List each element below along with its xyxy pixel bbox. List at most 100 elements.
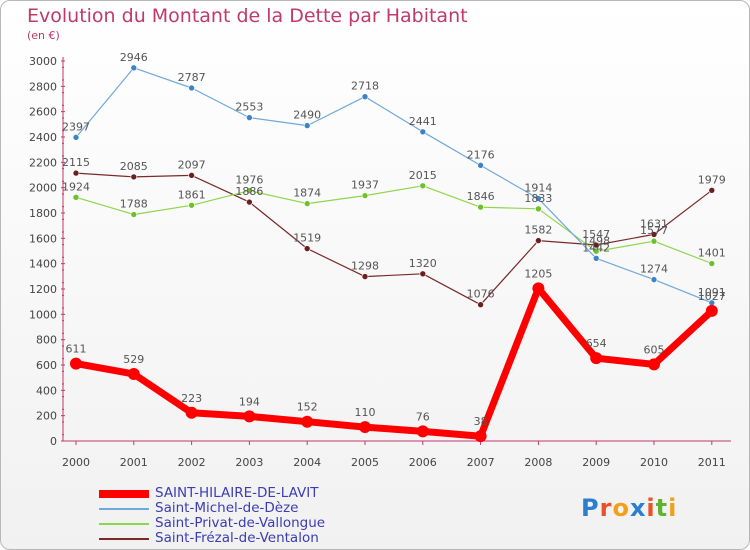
data-label-saint-hilaire-de-lavit: 194 bbox=[239, 395, 260, 408]
legend-swatch bbox=[99, 537, 149, 540]
data-point-saint-fr-zal-de-ventalon bbox=[188, 172, 195, 179]
data-point-saint-hilaire-de-lavit bbox=[70, 357, 82, 370]
data-label-saint-privat-de-vallongue: 1401 bbox=[698, 247, 726, 260]
data-label-saint-privat-de-vallongue: 1976 bbox=[235, 174, 263, 187]
data-point-saint-michel-de-d-ze bbox=[72, 134, 80, 141]
data-label-saint-hilaire-de-lavit: 223 bbox=[181, 392, 202, 405]
data-point-saint-privat-de-vallongue bbox=[130, 211, 138, 218]
series-line-saint-fr-zal-de-ventalon bbox=[75, 172, 713, 306]
legend-swatch bbox=[99, 522, 149, 525]
data-label-saint-fr-zal-de-ventalon: 2085 bbox=[120, 160, 148, 173]
data-point-saint-hilaire-de-lavit bbox=[243, 410, 256, 423]
x-tick-label: 2001 bbox=[120, 456, 148, 469]
data-label-saint-privat-de-vallongue: 1577 bbox=[640, 224, 668, 237]
data-label-saint-fr-zal-de-ventalon: 1582 bbox=[524, 224, 552, 237]
data-point-saint-fr-zal-de-ventalon bbox=[650, 231, 658, 238]
logo-letter: x bbox=[629, 494, 647, 522]
data-label-saint-hilaire-de-lavit: 611 bbox=[66, 343, 87, 356]
data-point-saint-michel-de-d-ze bbox=[361, 93, 369, 101]
data-label-saint-fr-zal-de-ventalon: 1519 bbox=[293, 232, 321, 245]
data-point-saint-fr-zal-de-ventalon bbox=[246, 198, 253, 206]
y-tick-label: 1400 bbox=[29, 258, 57, 271]
data-point-saint-privat-de-vallongue bbox=[188, 201, 195, 209]
data-point-saint-hilaire-de-lavit bbox=[301, 415, 314, 428]
y-minor-tick bbox=[62, 155, 64, 157]
data-label-saint-hilaire-de-lavit: 529 bbox=[123, 353, 144, 366]
y-tick-label: 3000 bbox=[29, 55, 57, 68]
y-minor-tick bbox=[62, 231, 64, 233]
legend-label: Saint-Michel-de-Dèze bbox=[155, 500, 299, 516]
data-label-saint-hilaire-de-lavit: 605 bbox=[644, 343, 665, 356]
logo-letter: r bbox=[599, 494, 613, 522]
y-minor-tick bbox=[62, 104, 64, 106]
y-tick-label: 1000 bbox=[29, 308, 57, 321]
data-point-saint-fr-zal-de-ventalon bbox=[535, 237, 542, 244]
data-label-saint-fr-zal-de-ventalon: 1979 bbox=[698, 173, 726, 186]
legend-item-saint-fr-zal-de-ventalon: Saint-Frézal-de-Ventalon bbox=[99, 531, 325, 546]
series-line-saint-hilaire-de-lavit bbox=[72, 284, 716, 440]
legend-label: Saint-Frézal-de-Ventalon bbox=[155, 530, 319, 546]
y-minor-tick bbox=[62, 244, 64, 246]
y-tick-label: 200 bbox=[36, 410, 57, 423]
data-label-saint-fr-zal-de-ventalon: 1076 bbox=[467, 288, 495, 301]
logo-letter: P bbox=[581, 494, 600, 522]
y-tick-label: 1800 bbox=[29, 207, 57, 220]
x-tick-label: 2003 bbox=[235, 456, 263, 469]
data-point-saint-hilaire-de-lavit bbox=[648, 358, 660, 371]
y-tick-label: 2200 bbox=[29, 156, 57, 169]
data-point-saint-privat-de-vallongue bbox=[650, 237, 658, 245]
data-point-saint-michel-de-d-ze bbox=[188, 84, 195, 92]
y-minor-tick bbox=[62, 193, 64, 195]
data-label-saint-hilaire-de-lavit: 76 bbox=[416, 410, 430, 423]
data-label-saint-michel-de-d-ze: 1091 bbox=[698, 286, 726, 299]
x-tick-label: 2006 bbox=[409, 456, 437, 469]
y-minor-tick bbox=[62, 79, 64, 81]
data-label-saint-michel-de-d-ze: 2718 bbox=[351, 80, 379, 93]
chart-legend: SAINT-HILAIRE-DE-LAVIT Saint-Michel-de-Dè… bbox=[99, 486, 325, 546]
proxiti-logo: Proxiti bbox=[581, 494, 677, 522]
data-point-saint-fr-zal-de-ventalon bbox=[419, 270, 427, 278]
data-label-saint-privat-de-vallongue: 1874 bbox=[293, 187, 321, 200]
data-label-saint-fr-zal-de-ventalon: 1298 bbox=[351, 260, 379, 273]
data-point-saint-hilaire-de-lavit bbox=[416, 425, 429, 438]
chart-series bbox=[70, 64, 718, 443]
data-point-saint-privat-de-vallongue bbox=[592, 247, 600, 255]
legend-item-saint-michel-de-d-ze: Saint-Michel-de-Dèze bbox=[99, 501, 325, 516]
data-point-saint-michel-de-d-ze bbox=[592, 255, 600, 262]
legend-item-saint-privat-de-vallongue: Saint-Privat-de-Vallongue bbox=[99, 516, 325, 531]
data-point-saint-hilaire-de-lavit bbox=[127, 367, 140, 380]
y-tick-label: 2800 bbox=[29, 80, 57, 93]
data-label-saint-fr-zal-de-ventalon: 2097 bbox=[178, 158, 206, 171]
legend-label: SAINT-HILAIRE-DE-LAVIT bbox=[155, 485, 319, 501]
data-label-saint-michel-de-d-ze: 1914 bbox=[524, 182, 552, 195]
data-label-saint-privat-de-vallongue: 1788 bbox=[120, 198, 148, 211]
data-label-saint-fr-zal-de-ventalon: 1320 bbox=[409, 257, 437, 270]
x-tick-label: 2007 bbox=[467, 456, 495, 469]
y-tick-label: 0 bbox=[50, 435, 57, 448]
y-minor-tick bbox=[62, 66, 64, 68]
y-minor-tick bbox=[62, 320, 64, 322]
y-minor-tick bbox=[62, 256, 64, 258]
data-label-saint-hilaire-de-lavit: 1205 bbox=[524, 267, 552, 280]
data-label-saint-fr-zal-de-ventalon: 1886 bbox=[235, 185, 263, 198]
data-point-saint-michel-de-d-ze bbox=[246, 114, 253, 121]
y-minor-tick bbox=[62, 332, 64, 334]
data-point-saint-privat-de-vallongue bbox=[477, 203, 484, 211]
y-minor-tick bbox=[62, 294, 64, 296]
y-minor-tick bbox=[62, 307, 64, 309]
y-tick-label: 400 bbox=[36, 384, 57, 397]
data-point-saint-michel-de-d-ze bbox=[303, 122, 311, 129]
data-point-saint-privat-de-vallongue bbox=[246, 187, 253, 195]
chart-title: Evolution du Montant de la Dette par Hab… bbox=[27, 5, 468, 27]
data-point-saint-privat-de-vallongue bbox=[361, 192, 369, 199]
y-tick-label: 2600 bbox=[29, 106, 57, 119]
y-minor-tick bbox=[62, 92, 64, 94]
data-label-saint-michel-de-d-ze: 2176 bbox=[467, 148, 495, 161]
data-label-saint-privat-de-vallongue: 1498 bbox=[582, 234, 610, 247]
y-minor-tick bbox=[62, 168, 64, 170]
data-point-saint-fr-zal-de-ventalon bbox=[303, 245, 311, 252]
data-label-saint-michel-de-d-ze: 2441 bbox=[409, 115, 437, 128]
logo-letter: i bbox=[668, 494, 678, 522]
